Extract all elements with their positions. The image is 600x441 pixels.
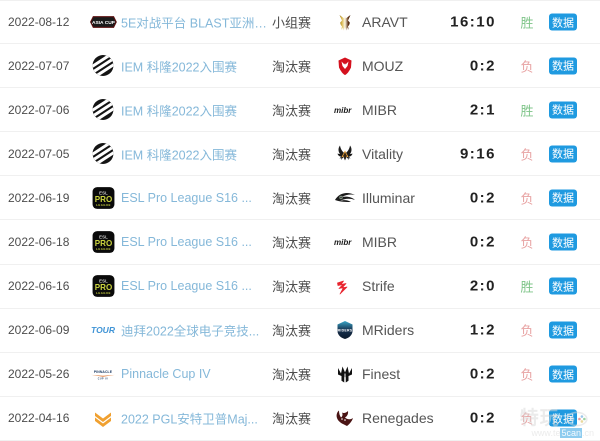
svg-text:LEAGUE: LEAGUE xyxy=(96,203,111,207)
svg-text:RIDERS: RIDERS xyxy=(338,329,353,333)
svg-text:ASIA CUP: ASIA CUP xyxy=(92,20,116,26)
svg-text:LEAGUE: LEAGUE xyxy=(96,247,111,251)
svg-text:CUP IV: CUP IV xyxy=(98,378,108,380)
svg-text:TOUR: TOUR xyxy=(91,325,116,335)
svg-text:PINNACLE: PINNACLE xyxy=(94,370,113,374)
svg-text:LEAGUE: LEAGUE xyxy=(96,291,111,295)
svg-text:mibr: mibr xyxy=(334,238,352,247)
svg-text:mibr: mibr xyxy=(334,106,352,115)
